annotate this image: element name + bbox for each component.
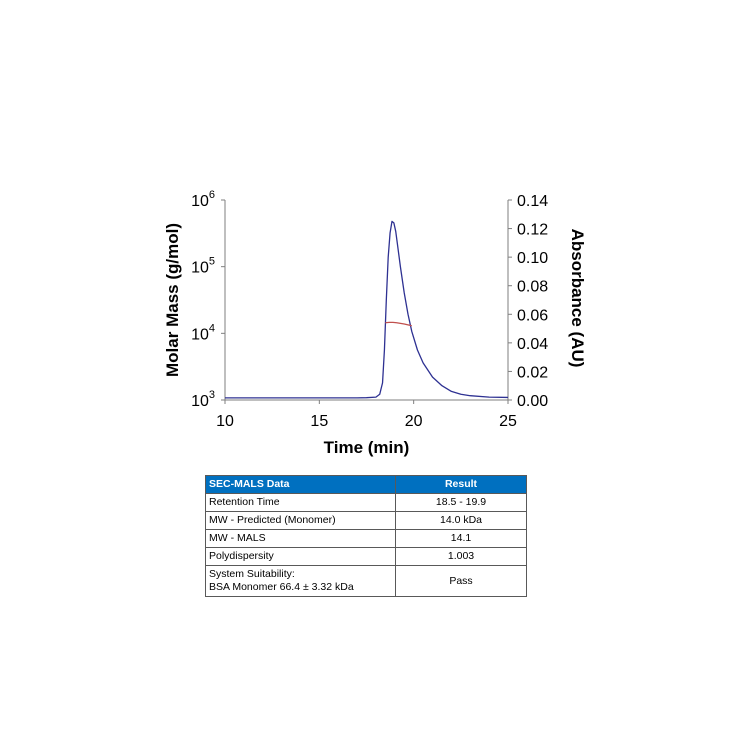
plot-area — [224, 200, 509, 401]
x-tick-label: 20 — [405, 413, 423, 430]
row-label: System Suitability: BSA Monomer 66.4 ± 3… — [205, 565, 396, 597]
y-tick-label: 104 — [191, 322, 215, 343]
sec-mals-table: SEC-MALS Data Result Retention Time 18.5… — [205, 475, 527, 597]
row-label-line: BSA Monomer 66.4 ± 3.32 kDa — [209, 581, 354, 593]
molar-mass-series-line — [385, 321, 412, 327]
row-value: 18.5 - 19.9 — [395, 493, 527, 512]
x-tick-label: 15 — [310, 413, 328, 430]
row-label: Polydispersity — [205, 547, 396, 566]
y2-tick-label: 0.06 — [517, 307, 548, 324]
x-tick-label: 25 — [499, 413, 517, 430]
y2-tick-label: 0.00 — [517, 393, 548, 410]
y2-tick-label: 0.12 — [517, 222, 548, 239]
row-label: MW - Predicted (Monomer) — [205, 511, 396, 530]
y2-axis-title: Absorbance (AU) — [568, 229, 587, 368]
table-row: MW - Predicted (Monomer) 14.0 kDa — [205, 511, 527, 530]
y2-tick-label: 0.04 — [517, 336, 548, 353]
row-value: 1.003 — [395, 547, 527, 566]
x-axis-title: Time (min) — [324, 438, 410, 457]
y-ticks: 103 104 105 106 — [191, 189, 225, 410]
table-row: Polydispersity 1.003 — [205, 547, 527, 566]
y2-tick-label: 0.08 — [517, 279, 548, 296]
y2-tick-label: 0.02 — [517, 364, 548, 381]
row-label: MW - MALS — [205, 529, 396, 548]
header-data: SEC-MALS Data — [205, 475, 396, 494]
row-value: 14.1 — [395, 529, 527, 548]
y-axis-title: Molar Mass (g/mol) — [163, 223, 182, 377]
y2-tick-label: 0.10 — [517, 250, 548, 267]
table-row: Retention Time 18.5 - 19.9 — [205, 493, 527, 512]
header-result: Result — [395, 475, 527, 494]
y-tick-label: 105 — [191, 256, 215, 277]
x-tick-label: 10 — [216, 413, 234, 430]
y2-ticks: 0.00 0.02 0.04 0.06 0.08 0.10 0.12 0.14 — [508, 193, 548, 410]
table-row: System Suitability: BSA Monomer 66.4 ± 3… — [205, 565, 527, 597]
row-value: 14.0 kDa — [395, 511, 527, 530]
absorbance-series-line — [225, 220, 509, 399]
table-header-row: SEC-MALS Data Result — [205, 475, 527, 494]
row-value: Pass — [395, 565, 527, 597]
y-tick-label: 106 — [191, 189, 215, 210]
row-label: Retention Time — [205, 493, 396, 512]
y-tick-label: 103 — [191, 389, 215, 410]
series-layer — [225, 220, 509, 399]
row-label-line: System Suitability: — [209, 568, 295, 580]
x-ticks: 10 15 20 25 — [216, 400, 517, 430]
y2-tick-label: 0.14 — [517, 193, 548, 210]
table-row: MW - MALS 14.1 — [205, 529, 527, 548]
